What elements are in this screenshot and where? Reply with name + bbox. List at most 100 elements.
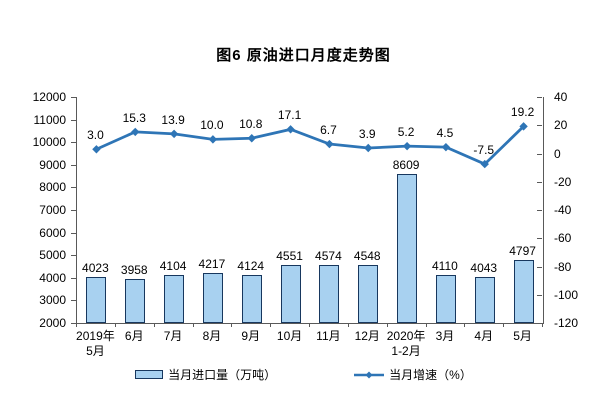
line-value-label: 19.2 <box>510 105 535 120</box>
bar-4月 <box>474 276 495 323</box>
bar-value-label: 4104 <box>159 259 187 274</box>
y-axis-right-tick-label: -20 <box>554 174 572 189</box>
diamond-marker-icon <box>247 134 256 143</box>
y-axis-left-tick-label: 7000 <box>39 203 66 217</box>
y-axis-right-tick <box>537 238 542 240</box>
bar-3月 <box>435 275 456 323</box>
bar-2020年1-2月 <box>397 173 418 323</box>
y-axis-left-tick <box>71 232 76 234</box>
y-axis-left-tick <box>71 277 76 279</box>
y-axis-left-tick <box>71 119 76 121</box>
x-axis-tick <box>114 323 116 327</box>
y-axis-left-tick-label: 2000 <box>39 316 66 330</box>
line-value-label: 15.3 <box>122 110 146 125</box>
x-axis-tick <box>309 323 310 327</box>
bar-value-label: 4217 <box>198 256 226 271</box>
y-axis-right-tick <box>537 210 542 211</box>
x-axis-category-label: 2019年 5月 <box>76 329 115 358</box>
y-axis-left-tick-label: 5000 <box>39 248 66 263</box>
line-value-label: 10.0 <box>200 118 224 133</box>
y-axis-left-tick <box>71 210 76 211</box>
diamond-marker-icon <box>441 142 451 152</box>
y-axis-left-tick <box>71 255 76 257</box>
bar-series-swatch-icon <box>135 369 164 379</box>
x-axis-tick <box>425 323 427 327</box>
y-axis-right-tick-label: -60 <box>554 231 572 246</box>
chart-title: 图6 原油进口月度走势图 <box>216 47 391 64</box>
x-axis-category-label: 3月 <box>435 329 455 343</box>
y-axis-left-tick <box>71 300 76 302</box>
y-axis-right-tick-label: 0 <box>554 146 561 161</box>
x-axis-category-label: 11月 <box>316 329 341 343</box>
bar-value-label: 4023 <box>82 261 109 276</box>
y-axis-right-tick-label: -100 <box>554 287 579 302</box>
y-axis-right-tick <box>537 294 542 296</box>
bar-11月 <box>319 264 340 323</box>
y-axis-left-tick <box>71 142 76 144</box>
x-axis-tick <box>192 323 194 327</box>
x-axis-tick <box>464 323 466 327</box>
y-axis-left-tick <box>71 187 76 189</box>
x-axis-category-label: 7月 <box>163 329 183 343</box>
legend-label-growth: 当月增速（%） <box>389 367 472 382</box>
legend: 当月进口量（万吨） 当月增速（%） <box>0 364 607 384</box>
bar-8月 <box>202 272 223 323</box>
x-axis-category-label: 2020年 1-2月 <box>386 329 426 358</box>
line-path <box>95 125 525 166</box>
y-axis-left-tick-label: 8000 <box>39 180 66 195</box>
line-value-label: 3.0 <box>87 128 104 143</box>
legend-label-imports: 当月进口量（万吨） <box>168 367 277 382</box>
x-axis-tick <box>386 323 388 327</box>
y-axis-left-tick <box>71 164 76 166</box>
x-axis-tick <box>503 323 505 327</box>
bar-value-label: 8609 <box>392 157 420 172</box>
x-axis-tick <box>270 323 272 327</box>
y-axis-right-tick <box>537 125 542 127</box>
diamond-marker-icon <box>402 141 412 151</box>
bar-5月 <box>513 259 534 323</box>
line-value-label: -7.5 <box>473 143 495 158</box>
diamond-marker-icon <box>169 129 179 139</box>
diamond-marker-icon <box>364 143 373 153</box>
diamond-marker-icon <box>325 139 334 149</box>
bar-value-label: 4574 <box>315 248 342 263</box>
y-axis-right-tick-label: 20 <box>554 118 568 133</box>
bar-9月 <box>241 274 262 323</box>
y-axis-left-tick-label: 4000 <box>39 270 66 285</box>
x-axis-category-label: 12月 <box>354 329 380 343</box>
bar-value-label: 4043 <box>470 260 498 275</box>
diamond-marker-icon <box>92 145 101 154</box>
x-axis-tick <box>231 323 233 327</box>
bar-value-label: 4551 <box>276 249 303 264</box>
y-axis-right-tick <box>537 97 542 98</box>
line-value-label: 6.7 <box>320 123 337 138</box>
bar-2019年5月 <box>86 277 107 323</box>
y-axis-left-tick <box>71 97 76 98</box>
diamond-marker-icon <box>286 125 295 134</box>
bar-value-label: 4548 <box>353 249 381 264</box>
y-axis-right-tick <box>537 181 542 183</box>
y-axis-right-tick-label: -40 <box>554 203 572 217</box>
line-value-label: 5.2 <box>397 125 415 140</box>
bar-value-label: 4797 <box>509 243 536 258</box>
x-axis-category-label: 9月 <box>241 329 261 343</box>
y-axis-right-tick-label: 40 <box>554 90 568 104</box>
y-axis-left-tick-label: 10000 <box>32 135 66 150</box>
y-axis-left-tick-label: 3000 <box>39 293 66 308</box>
plot-area <box>76 97 544 324</box>
y-axis-left-tick-label: 11000 <box>33 112 66 127</box>
y-axis-left-tick-label: 9000 <box>39 157 66 172</box>
bar-12月 <box>358 265 379 323</box>
line-series-swatch-icon <box>354 369 385 379</box>
x-axis-tick <box>153 323 155 327</box>
x-axis-category-label: 4月 <box>474 329 494 343</box>
bar-6月 <box>125 278 146 323</box>
legend-item-growth: 当月增速（%） <box>354 366 472 383</box>
bar-value-label: 4124 <box>237 258 265 273</box>
growth-line-series <box>92 122 528 169</box>
diamond-marker-icon <box>131 127 140 137</box>
y-axis-left-tick-label: 12000 <box>32 90 66 104</box>
bar-value-label: 4110 <box>432 259 458 274</box>
line-value-label: 10.8 <box>239 117 263 132</box>
y-axis-left-tick-label: 6000 <box>39 225 66 240</box>
